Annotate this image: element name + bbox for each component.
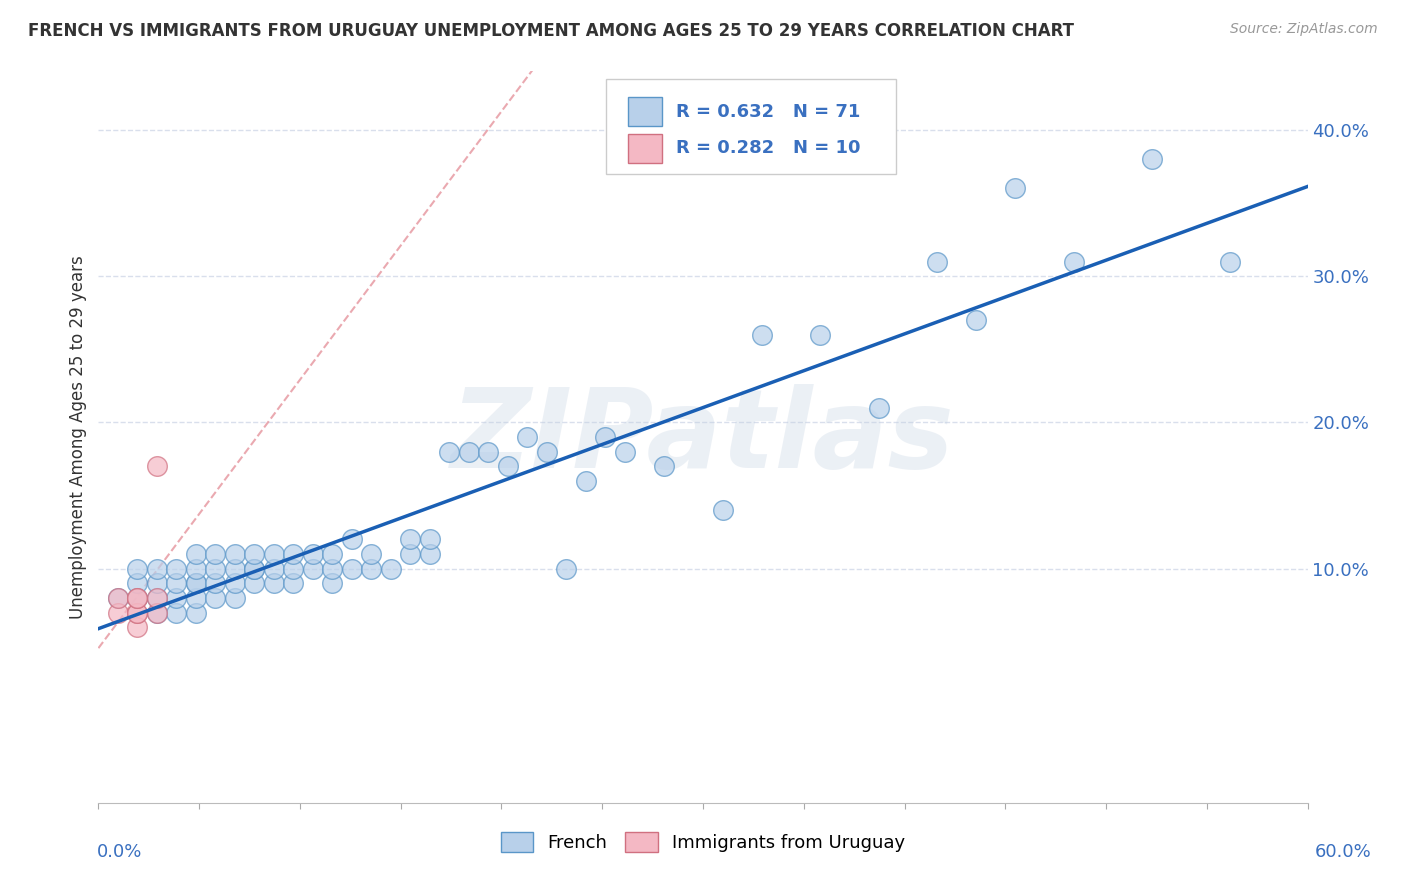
Text: R = 0.282   N = 10: R = 0.282 N = 10 <box>676 139 860 157</box>
Point <box>204 576 226 591</box>
Point <box>1219 254 1241 268</box>
FancyBboxPatch shape <box>628 134 662 163</box>
Point <box>224 576 246 591</box>
Point <box>127 591 149 605</box>
Point <box>127 562 149 576</box>
Point <box>340 562 363 576</box>
Point <box>1063 254 1085 268</box>
Point <box>496 459 519 474</box>
Point <box>127 576 149 591</box>
Point <box>243 576 266 591</box>
Point <box>575 474 598 488</box>
Point <box>184 606 207 620</box>
Text: FRENCH VS IMMIGRANTS FROM URUGUAY UNEMPLOYMENT AMONG AGES 25 TO 29 YEARS CORRELA: FRENCH VS IMMIGRANTS FROM URUGUAY UNEMPL… <box>28 22 1074 40</box>
Point <box>458 444 481 458</box>
Point <box>652 459 675 474</box>
Text: Source: ZipAtlas.com: Source: ZipAtlas.com <box>1230 22 1378 37</box>
Point <box>127 620 149 634</box>
Point <box>107 591 129 605</box>
Point <box>380 562 402 576</box>
Point <box>204 547 226 561</box>
Point <box>127 606 149 620</box>
Point <box>419 547 441 561</box>
Point <box>614 444 637 458</box>
Point <box>536 444 558 458</box>
Point <box>127 606 149 620</box>
Point <box>146 591 169 605</box>
Point <box>595 430 617 444</box>
Point <box>340 533 363 547</box>
Point <box>1004 181 1026 195</box>
Point <box>439 444 461 458</box>
Point <box>165 562 187 576</box>
Point <box>146 562 169 576</box>
Point <box>925 254 948 268</box>
Point <box>204 591 226 605</box>
Point <box>399 533 422 547</box>
Point <box>868 401 890 415</box>
Point <box>146 606 169 620</box>
Point <box>146 606 169 620</box>
Point <box>321 547 343 561</box>
Point <box>555 562 578 576</box>
Point <box>127 591 149 605</box>
Point <box>399 547 422 561</box>
Point <box>224 547 246 561</box>
Point <box>283 576 305 591</box>
FancyBboxPatch shape <box>606 78 897 174</box>
Point <box>184 562 207 576</box>
Point <box>360 562 382 576</box>
Legend: French, Immigrants from Uruguay: French, Immigrants from Uruguay <box>494 824 912 860</box>
Point <box>321 562 343 576</box>
Point <box>107 606 129 620</box>
Point <box>224 591 246 605</box>
Point <box>321 576 343 591</box>
Point <box>419 533 441 547</box>
Text: R = 0.632   N = 71: R = 0.632 N = 71 <box>676 103 860 120</box>
Point <box>184 547 207 561</box>
Point <box>243 547 266 561</box>
Point <box>516 430 538 444</box>
Point <box>1140 152 1163 166</box>
Text: 60.0%: 60.0% <box>1315 843 1371 861</box>
Text: 0.0%: 0.0% <box>97 843 142 861</box>
Point <box>808 327 831 342</box>
Point <box>302 562 325 576</box>
Point <box>243 562 266 576</box>
Point <box>263 576 285 591</box>
Point <box>360 547 382 561</box>
Point <box>184 576 207 591</box>
FancyBboxPatch shape <box>628 97 662 127</box>
Point <box>165 591 187 605</box>
Point <box>283 562 305 576</box>
Point <box>477 444 499 458</box>
Point <box>263 547 285 561</box>
Point <box>165 576 187 591</box>
Point <box>184 591 207 605</box>
Point <box>711 503 734 517</box>
Point <box>263 562 285 576</box>
Point <box>283 547 305 561</box>
Y-axis label: Unemployment Among Ages 25 to 29 years: Unemployment Among Ages 25 to 29 years <box>69 255 87 619</box>
Point <box>204 562 226 576</box>
Point <box>165 606 187 620</box>
Point <box>146 459 169 474</box>
Point <box>146 576 169 591</box>
Point <box>243 562 266 576</box>
Point <box>224 562 246 576</box>
Text: ZIPatlas: ZIPatlas <box>451 384 955 491</box>
Point <box>751 327 773 342</box>
Point <box>184 576 207 591</box>
Point <box>302 547 325 561</box>
Point <box>146 591 169 605</box>
Point <box>965 313 987 327</box>
Point <box>107 591 129 605</box>
Point <box>127 591 149 605</box>
